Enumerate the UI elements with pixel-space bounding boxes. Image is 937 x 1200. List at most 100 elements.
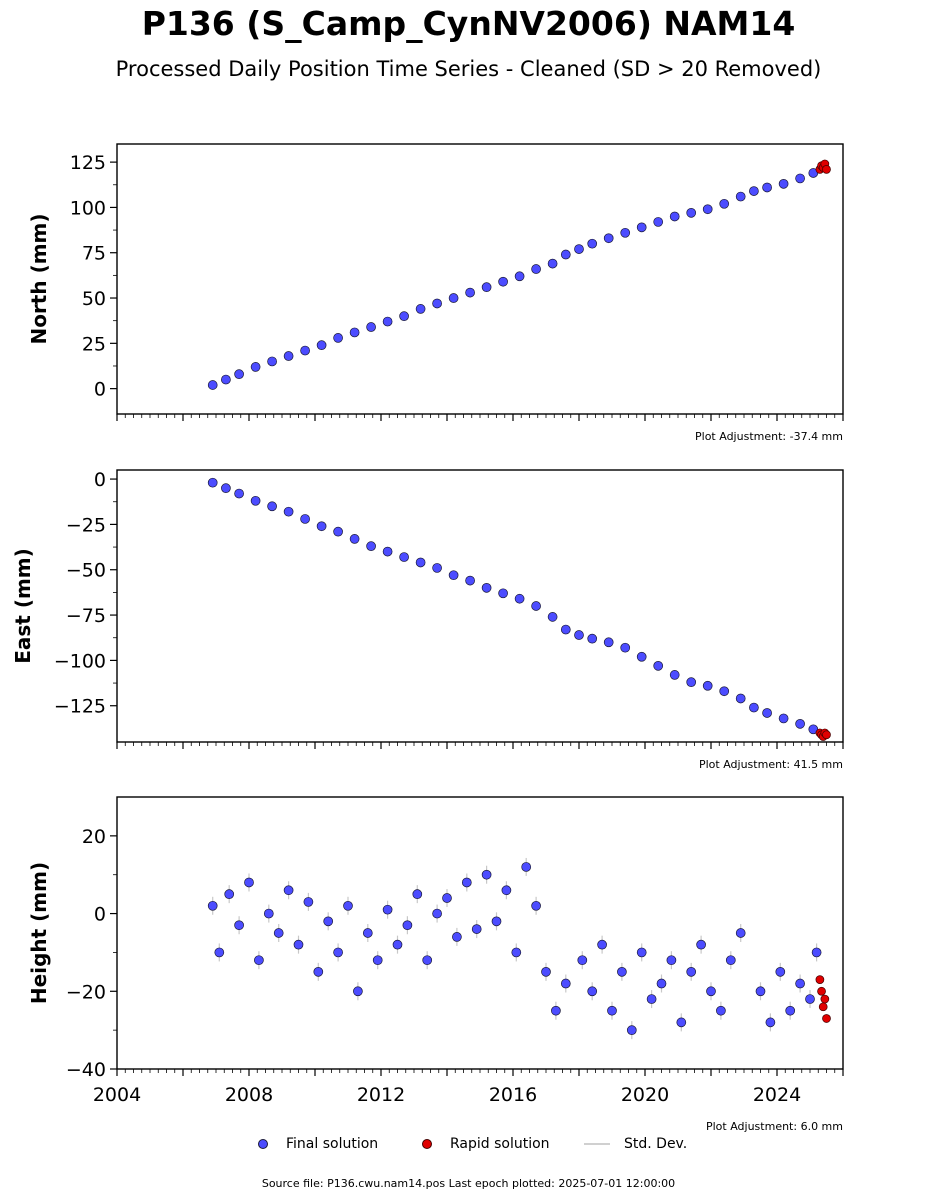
final-point: [686, 967, 697, 977]
figure-subtitle: Processed Daily Position Time Series - C…: [115, 57, 822, 81]
final-point: [686, 677, 697, 688]
final-point: [676, 1017, 687, 1028]
plot-adjustment-note: Plot Adjustment: 6.0 mm: [706, 1120, 843, 1133]
final-point: [560, 624, 571, 635]
final-point: [785, 1005, 796, 1016]
final-point: [725, 955, 736, 966]
y-tick-label: −50: [66, 560, 106, 582]
final-point: [293, 939, 304, 950]
final-point: [366, 322, 376, 332]
y-axis-label: North (mm): [27, 213, 51, 344]
final-marker-icon: [258, 1139, 268, 1149]
final-point: [283, 506, 294, 517]
final-point: [392, 939, 403, 950]
final-point: [669, 211, 680, 222]
final-point: [696, 939, 706, 950]
final-point: [273, 928, 284, 938]
final-point: [372, 955, 383, 966]
final-point: [541, 967, 551, 977]
final-point: [805, 994, 815, 1004]
final-point: [666, 955, 677, 966]
final-point: [607, 1005, 617, 1016]
final-point: [755, 986, 766, 997]
final-point: [465, 575, 475, 586]
final-point: [795, 173, 805, 184]
final-point: [547, 258, 558, 269]
final-point: [461, 877, 472, 888]
final-point: [382, 904, 393, 915]
plot-adjustment-note: Plot Adjustment: -37.4 mm: [695, 430, 843, 443]
final-point: [498, 276, 508, 287]
final-point: [254, 955, 264, 966]
final-point: [653, 660, 664, 671]
final-point: [686, 208, 697, 218]
final-point: [250, 495, 261, 506]
final-point: [735, 191, 746, 202]
final-point: [415, 304, 426, 314]
rapid-point: [822, 1014, 831, 1023]
final-point: [587, 633, 598, 644]
final-point: [626, 1025, 637, 1035]
final-point: [762, 708, 772, 718]
final-point: [795, 978, 805, 989]
final-point: [224, 889, 235, 899]
legend-final: Final solution: [258, 1136, 378, 1152]
y-tick-label: 125: [70, 152, 106, 174]
final-point: [778, 713, 789, 724]
y-tick-label: −125: [54, 696, 106, 718]
final-point: [448, 570, 459, 581]
y-tick-label: 20: [82, 826, 106, 848]
final-point: [620, 642, 631, 653]
final-point: [719, 686, 730, 697]
legend-std-label: Std. Dev.: [624, 1136, 688, 1152]
final-point: [300, 514, 310, 524]
final-point: [283, 885, 294, 896]
final-point: [283, 351, 294, 361]
legend: Final solution Rapid solution Std. Dev.: [250, 1136, 720, 1158]
final-point: [587, 238, 598, 249]
final-point: [778, 179, 789, 189]
final-point: [669, 670, 680, 680]
legend-final-label: Final solution: [286, 1136, 379, 1152]
final-point: [481, 282, 492, 293]
std-line-icon: [584, 1143, 610, 1145]
final-point: [646, 994, 657, 1004]
final-point: [498, 588, 508, 599]
final-point: [795, 719, 805, 729]
final-point: [316, 521, 327, 532]
final-point: [234, 920, 244, 931]
final-point: [353, 986, 363, 997]
y-tick-label: 75: [82, 243, 106, 265]
x-tick-label: 2004: [93, 1084, 141, 1106]
final-point: [811, 947, 822, 958]
final-point: [303, 897, 314, 907]
final-point: [267, 356, 277, 367]
y-tick-label: −40: [66, 1059, 106, 1081]
final-point: [514, 271, 525, 282]
final-point: [465, 287, 475, 298]
final-point: [343, 900, 353, 911]
final-point: [422, 955, 433, 966]
final-point: [207, 477, 218, 488]
final-point: [250, 362, 261, 372]
y-tick-label: 0: [94, 379, 106, 401]
y-axis-label: East (mm): [11, 548, 35, 664]
plot-frame: [116, 796, 844, 1070]
source-note: Source file: P136.cwu.nam14.pos Last epo…: [261, 1177, 676, 1190]
final-point: [636, 651, 647, 662]
final-point: [765, 1017, 776, 1028]
figure-title: P136 (S_Camp_CynNV2006) NAM14: [141, 4, 796, 43]
final-point: [366, 541, 376, 552]
y-tick-label: 50: [82, 288, 106, 310]
legend-std: Std. Dev.: [584, 1136, 687, 1152]
y-tick-label: 25: [82, 333, 106, 355]
plot-frame: [116, 143, 844, 415]
final-point: [382, 316, 393, 327]
final-point: [775, 967, 786, 977]
y-tick-label: 0: [94, 904, 106, 926]
final-point: [432, 563, 442, 573]
final-point: [313, 967, 324, 977]
final-point: [531, 601, 541, 611]
final-point: [362, 928, 373, 938]
